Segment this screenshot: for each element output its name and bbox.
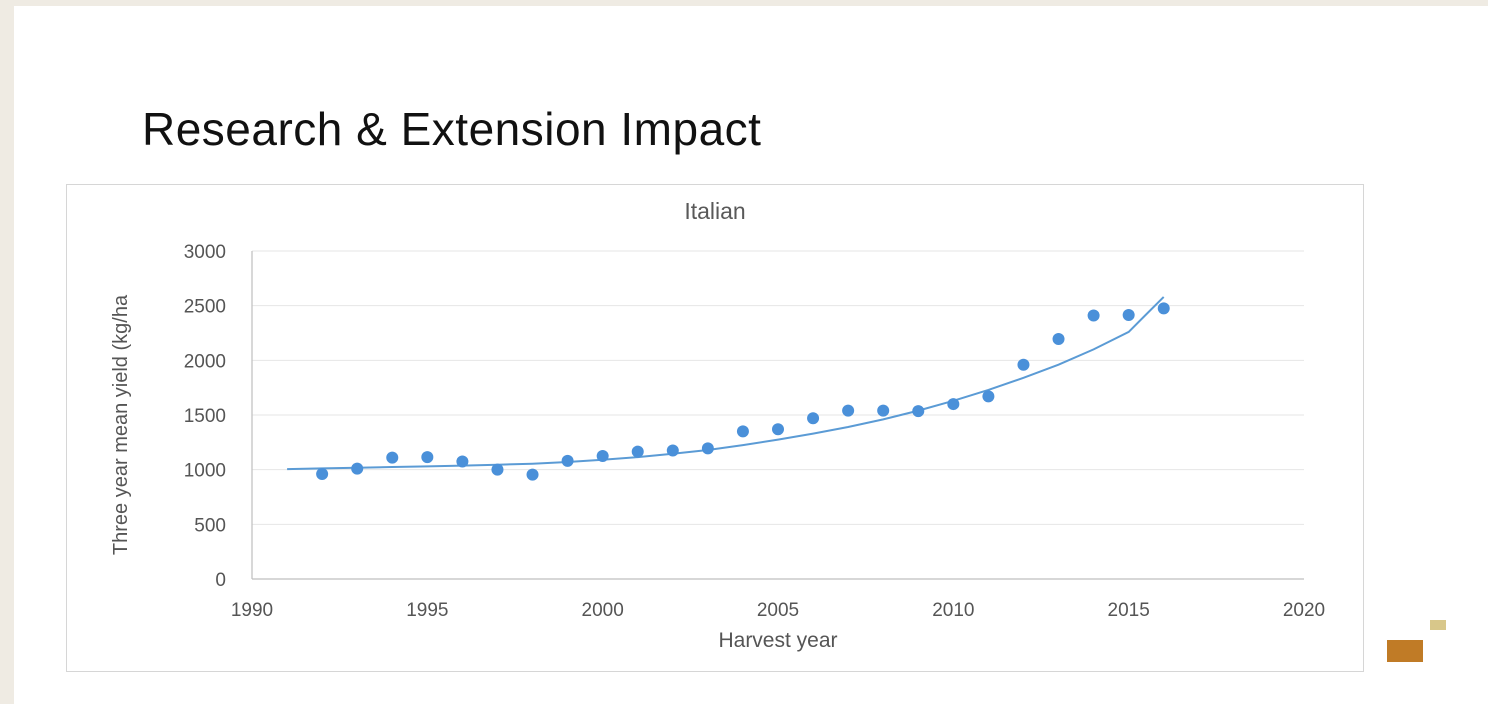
data-point (666, 444, 679, 457)
data-point (1122, 308, 1135, 321)
data-point (561, 454, 574, 467)
data-point (772, 423, 784, 436)
y-tick-label: 1000 (184, 461, 226, 482)
y-tick-label: 500 (194, 515, 226, 536)
x-tick-label: 2010 (932, 600, 974, 621)
x-tick-label: 2020 (1283, 600, 1325, 621)
data-point (421, 451, 434, 464)
data-point (491, 463, 504, 476)
data-point (982, 390, 995, 403)
data-point (351, 462, 364, 475)
scatter-chart: 0 500 1000 1500 2000 2500 3000 1990 1995 2000 2005… (110, 198, 1325, 652)
slide: Research & Extension Impact 0 500 1000 1500… (14, 6, 1488, 704)
chart-title: Italian (684, 198, 745, 224)
data-point (1087, 309, 1100, 322)
y-tick-label: 0 (215, 570, 226, 591)
y-axis-label: Three year mean yield (kg/ha (110, 294, 132, 555)
y-tick-label: 2500 (184, 297, 226, 318)
slide-title: Research & Extension Impact (142, 103, 762, 155)
chart-frame: 0 500 1000 1500 2000 2500 3000 1990 1995 2000 2005… (66, 184, 1364, 672)
x-tick-label: 2005 (757, 600, 799, 621)
x-axis-label: Harvest year (718, 629, 837, 652)
y-tick-label: 1500 (184, 406, 226, 427)
x-tick-label: 1990 (231, 600, 273, 621)
data-point (912, 405, 925, 418)
data-point (842, 404, 855, 417)
data-point (596, 450, 609, 462)
data-point (1157, 302, 1170, 315)
data-point (386, 451, 399, 464)
data-point (456, 455, 469, 468)
data-point (877, 404, 890, 417)
x-tick-label: 2015 (1108, 600, 1150, 621)
data-point (316, 468, 329, 481)
data-point (526, 468, 539, 481)
data-point (736, 425, 749, 438)
data-point (947, 398, 960, 411)
decorative-square-large (1387, 640, 1423, 662)
x-tick-label: 1995 (406, 600, 448, 621)
data-point (1017, 358, 1030, 371)
data-point (701, 442, 714, 455)
x-tick-label: 2000 (582, 600, 624, 621)
data-point (1052, 333, 1065, 346)
trendline (287, 296, 1165, 471)
data-point (807, 412, 820, 425)
y-tick-label: 2000 (184, 351, 226, 372)
decorative-square-small (1430, 620, 1446, 630)
y-tick-label: 3000 (184, 242, 226, 263)
data-point (631, 445, 644, 458)
